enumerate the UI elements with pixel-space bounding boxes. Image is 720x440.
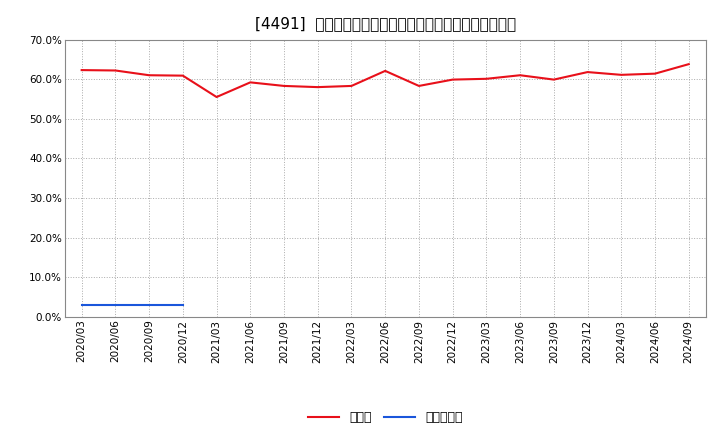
現門金 (549, 77, 558, 82)
現門金 (279, 83, 288, 88)
有利子負債 (77, 302, 86, 308)
現門金 (77, 67, 86, 73)
現門金 (651, 71, 660, 76)
現門金 (449, 77, 457, 82)
現門金 (246, 80, 255, 85)
現門金 (212, 94, 221, 99)
現門金 (111, 68, 120, 73)
現門金 (482, 76, 491, 81)
現門金 (415, 83, 423, 88)
現門金 (617, 72, 626, 77)
有利子負債 (145, 302, 153, 308)
現門金 (583, 70, 592, 75)
Line: 現門金: 現門金 (81, 64, 689, 97)
現門金 (179, 73, 187, 78)
Title: [4491]  現預金、有利子負債の総資産に対する比率の推移: [4491] 現預金、有利子負債の総資産に対する比率の推移 (255, 16, 516, 32)
現門金 (685, 62, 693, 67)
有利子負債 (111, 302, 120, 308)
現門金 (347, 83, 356, 88)
現門金 (381, 68, 390, 73)
現門金 (313, 84, 322, 90)
現門金 (145, 73, 153, 78)
Legend: 現門金, 有利子負債: 現門金, 有利子負債 (302, 406, 468, 429)
有利子負債 (179, 302, 187, 308)
現門金 (516, 73, 524, 78)
